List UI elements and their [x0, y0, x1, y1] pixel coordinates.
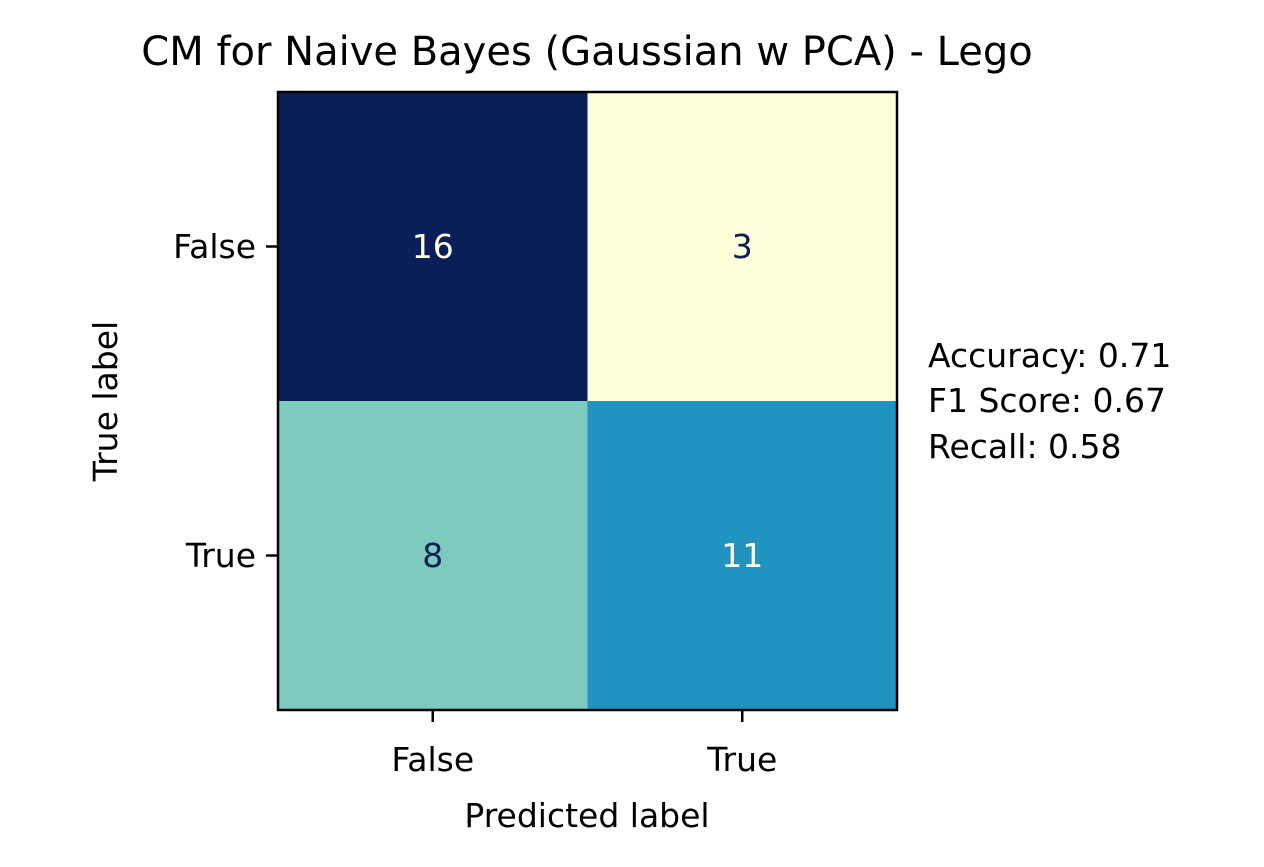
plot-frame: [276, 90, 899, 712]
matrix-cell-false-true: [587, 92, 898, 402]
chart-title: CM for Naive Bayes (Gaussian w PCA) - Le…: [141, 29, 1032, 75]
metric-f1-score: F1 Score: 0.67: [928, 381, 1166, 420]
cell-value-label: 3: [732, 227, 753, 266]
matrix-cell-false-false: [278, 92, 588, 402]
x-tick-label: False: [391, 740, 474, 779]
y-tick-label: True: [185, 536, 256, 575]
cell-value-label: 8: [422, 536, 443, 575]
y-tick-label: False: [173, 227, 256, 266]
metrics-annotation: Accuracy: 0.71 F1 Score: 0.67 Recall: 0.…: [928, 336, 1171, 466]
cell-value-label: 16: [412, 227, 454, 266]
matrix-values: 16 3 8 11: [412, 227, 764, 575]
y-axis-label: True label: [86, 321, 125, 482]
metric-accuracy: Accuracy: 0.71: [928, 336, 1171, 375]
metric-recall: Recall: 0.58: [928, 427, 1122, 466]
axis-ticks: False True False True: [173, 227, 777, 779]
cell-value-label: 11: [721, 536, 763, 575]
x-axis-label: Predicted label: [464, 796, 709, 835]
matrix-cell-true-false: [278, 401, 588, 711]
matrix-cells: [278, 92, 898, 711]
x-tick-label: True: [706, 740, 777, 779]
matrix-cell-true-true: [587, 401, 898, 711]
